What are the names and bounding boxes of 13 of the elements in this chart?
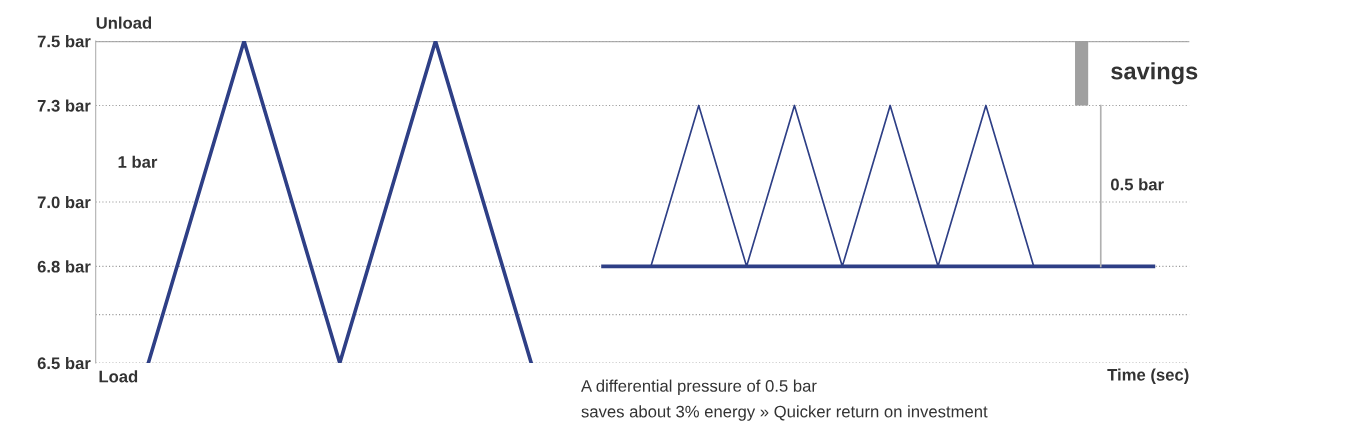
text: Unload <box>96 16 152 29</box>
y-tick-label: 7.3 bar <box>37 99 91 112</box>
y-tick-label: 6.8 bar <box>37 260 91 273</box>
y-tick-label: 6.5 bar <box>37 356 91 370</box>
x-axis-title: Time (sec) <box>1107 368 1189 385</box>
annotation: savings <box>1111 62 1198 85</box>
annotation: 0.5 bar <box>1110 178 1164 191</box>
annotation: 1 bar <box>118 155 158 168</box>
y-tick-label: 7.0 bar <box>37 195 91 209</box>
text: saves about 3% energy » Quicker return on investment <box>581 405 988 421</box>
text: A differential pressure of 0.5 bar <box>581 379 817 396</box>
text: Load <box>99 370 138 383</box>
y-tick-label: 7.5 bar <box>37 35 91 48</box>
